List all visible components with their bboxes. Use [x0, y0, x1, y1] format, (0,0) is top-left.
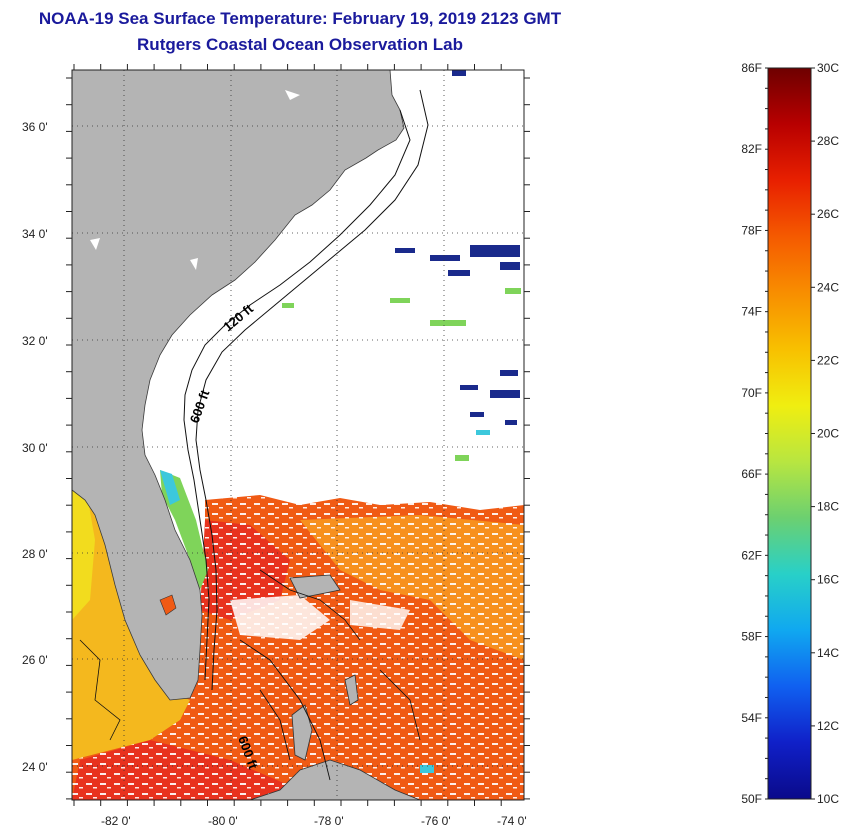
sst-map: 36 0' 34 0' 32 0' 30 0' 28 0' 26 0' 24 0… — [22, 64, 530, 828]
colorbar-label-c: 14C — [817, 646, 839, 660]
lon-label: -76 0' — [421, 814, 451, 828]
lon-label: -74 0' — [497, 814, 527, 828]
lat-label: 30 0' — [22, 441, 48, 455]
map-subtitle: Rutgers Coastal Ocean Observation Lab — [137, 35, 463, 54]
colorbar-label-c: 20C — [817, 427, 839, 441]
colorbar-label-c: 30C — [817, 61, 839, 75]
lat-label: 28 0' — [22, 547, 48, 561]
lon-label: -78 0' — [314, 814, 344, 828]
map-frame — [71, 69, 525, 801]
colorbar-label-f: 50F — [741, 792, 762, 806]
contour-600ft — [195, 89, 429, 691]
lat-label: 36 0' — [22, 120, 48, 134]
temperature-colorbar: 86F 82F 78F 74F 70F 66F 62F 58F 54F 50F 30C 28C 26C… — [741, 61, 839, 806]
colorbar-label-f: 54F — [741, 711, 762, 725]
colorbar-label-c: 10C — [817, 792, 839, 806]
colorbar-label-f: 86F — [741, 61, 762, 75]
sst-cold-specks — [395, 70, 520, 425]
colorbar-label-f: 66F — [741, 467, 762, 481]
lat-label: 32 0' — [22, 334, 48, 348]
colorbar-label-f: 62F — [741, 548, 762, 562]
sst-green-specks — [282, 288, 521, 461]
land-cuba — [249, 759, 421, 800]
colorbar-label-c: 24C — [817, 280, 839, 294]
colorbar-label-f: 58F — [741, 630, 762, 644]
colorbar-gradient — [767, 67, 812, 800]
lat-label: 24 0' — [22, 760, 48, 774]
colorbar-label-f: 78F — [741, 223, 762, 237]
colorbar-label-c: 16C — [817, 573, 839, 587]
colorbar-label-f: 82F — [741, 142, 762, 156]
colorbar-label-f: 74F — [741, 305, 762, 319]
sst-gulf-field — [72, 490, 190, 760]
lat-label: 34 0' — [22, 227, 48, 241]
map-title: NOAA-19 Sea Surface Temperature: Februar… — [38, 9, 562, 28]
colorbar-label-c: 12C — [817, 719, 839, 733]
colorbar-label-c: 22C — [817, 353, 839, 367]
lon-label: -80 0' — [208, 814, 238, 828]
colorbar-label-c: 28C — [817, 134, 839, 148]
land-mainland — [72, 70, 405, 701]
colorbar-label-f: 70F — [741, 386, 762, 400]
lat-label: 26 0' — [22, 653, 48, 667]
colorbar-label-c: 26C — [817, 207, 839, 221]
lon-label: -82 0' — [101, 814, 131, 828]
colorbar-label-c: 18C — [817, 500, 839, 514]
contour-120ft — [183, 109, 411, 681]
